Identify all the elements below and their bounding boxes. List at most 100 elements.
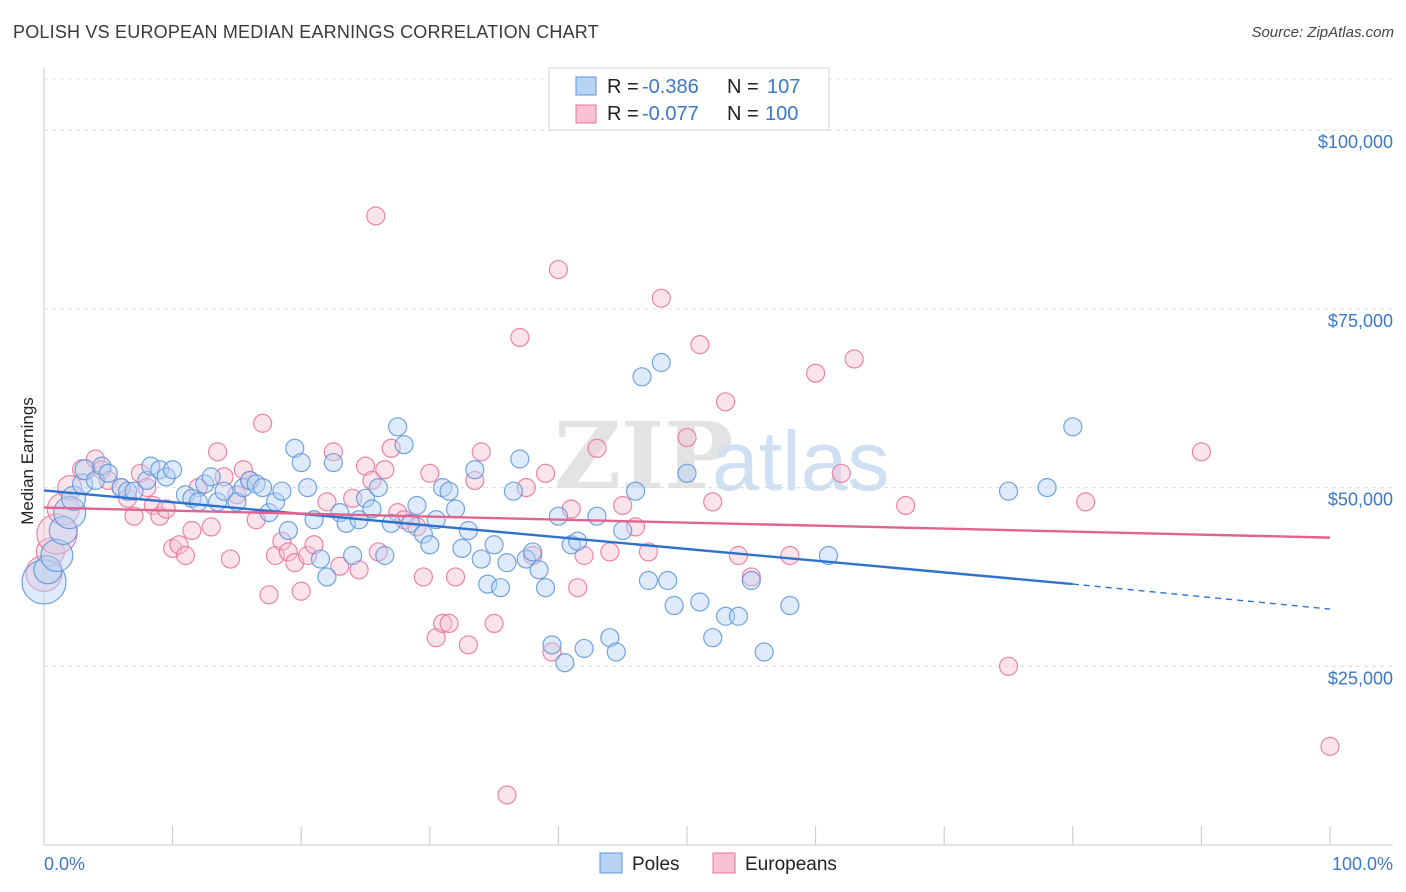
poles-point [754, 642, 774, 662]
poles-point [664, 595, 684, 616]
poles-point [317, 567, 337, 587]
poles-trend-extension [1072, 583, 1331, 610]
europeans-point [150, 506, 170, 526]
europeans-point [651, 288, 671, 308]
poles-point [651, 352, 671, 373]
europeans-point [317, 492, 337, 512]
europeans-point [445, 567, 466, 587]
poles-r-value: -0.386 [642, 76, 699, 98]
europeans-point [413, 567, 433, 587]
europeans-r-value: -0.077 [642, 103, 699, 125]
poles-point [195, 474, 215, 494]
europeans-point [715, 392, 736, 412]
poles-trend-line [43, 489, 1073, 586]
x-tick-min: 0.0% [44, 854, 85, 874]
poles-point [124, 481, 144, 501]
europeans-r-label: R = [607, 103, 639, 125]
y-axis-label: Median Earnings [18, 397, 37, 525]
europeans-point [330, 556, 350, 576]
watermark-atlas: atlas [712, 414, 889, 508]
poles-point [677, 463, 697, 483]
poles-point [490, 578, 511, 598]
europeans-point [220, 549, 241, 569]
poles-point [272, 481, 292, 501]
source-credit: Source: ZipAtlas.com [1251, 24, 1394, 41]
chart-title: POLISH VS EUROPEAN MEDIAN EARNINGS CORRE… [13, 22, 599, 42]
poles-point [690, 592, 710, 612]
europeans-point [703, 492, 723, 512]
poles-point [632, 367, 652, 387]
poles-point [33, 555, 63, 585]
europeans-point [805, 363, 826, 383]
poles-point [741, 570, 761, 591]
poles-legend-swatch [575, 76, 597, 96]
poles-point [625, 481, 646, 501]
poles-point [137, 470, 157, 491]
poles-point [484, 535, 504, 555]
europeans-point [998, 656, 1019, 676]
europeans-point [278, 542, 298, 562]
europeans-point [677, 427, 697, 448]
poles-point [471, 549, 491, 569]
europeans-point [844, 349, 864, 369]
europeans-point [420, 463, 440, 483]
poles-point [298, 477, 318, 498]
axes [43, 68, 1393, 846]
europeans-point [728, 545, 749, 566]
poles-point [310, 549, 331, 569]
europeans-point [156, 499, 176, 519]
poles-point [503, 481, 523, 501]
poles-point [548, 506, 569, 526]
poles-point [529, 560, 549, 580]
europeans-point [497, 785, 517, 805]
poles-point [780, 595, 800, 616]
europeans-point [201, 517, 221, 537]
europeans-point [535, 463, 556, 483]
poles-point [998, 481, 1019, 501]
y-tick-label-0: $25,000 [1328, 668, 1393, 688]
poles-point [291, 452, 311, 473]
poles-point [728, 606, 749, 626]
poles-point [278, 520, 298, 541]
europeans-point [362, 470, 382, 491]
europeans-legend-label: Europeans [745, 854, 837, 875]
europeans-point [587, 438, 607, 458]
poles-points [21, 352, 1083, 673]
poles-point [285, 438, 305, 458]
europeans-point [426, 628, 446, 648]
europeans-point [638, 542, 659, 562]
poles-point [74, 459, 96, 481]
europeans-point [433, 613, 453, 634]
poles-point [542, 635, 562, 655]
y-tick-label-3: $100,000 [1318, 132, 1393, 152]
poles-point [523, 542, 543, 562]
poles-point [163, 460, 183, 480]
europeans-point [259, 585, 279, 605]
series-legend: Poles Europeans [599, 852, 837, 875]
poles-point [343, 545, 363, 566]
poles-point [117, 481, 138, 501]
poles-point [48, 515, 78, 546]
watermark-zip: ZIP [554, 402, 733, 510]
poles-point [323, 452, 343, 473]
poles-point [227, 492, 247, 512]
europeans-point [690, 335, 710, 355]
poles-point [452, 538, 472, 558]
poles-point [407, 495, 427, 516]
poles-r-label: R = [607, 76, 639, 98]
europeans-point [1320, 736, 1340, 756]
europeans-point [175, 545, 196, 566]
trend-lines [43, 489, 1331, 610]
europeans-point [304, 535, 324, 555]
europeans-point [542, 642, 562, 662]
europeans-point [1076, 492, 1096, 512]
poles-point [214, 481, 234, 501]
poles-point [426, 510, 446, 530]
europeans-n-value: 100 [765, 103, 798, 125]
europeans-trend-line [43, 506, 1331, 539]
europeans-point [291, 581, 311, 601]
europeans-point [253, 413, 273, 433]
poles-point [568, 531, 588, 551]
poles-point [362, 499, 382, 519]
europeans-n-label: N = [727, 103, 759, 125]
